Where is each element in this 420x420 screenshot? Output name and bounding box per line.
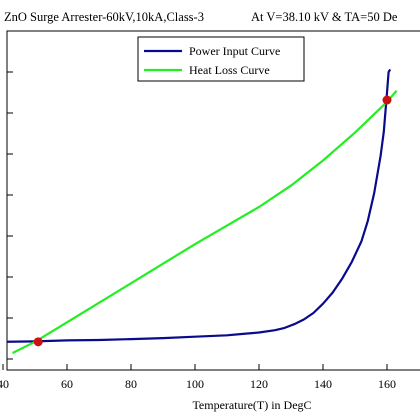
- x-axis-label: Temperature(T) in DegC: [192, 398, 311, 412]
- power-input-curve: [7, 68, 392, 343]
- intersection-point: [33, 337, 43, 347]
- series-layer: [7, 68, 398, 354]
- legend-box: [137, 36, 305, 82]
- x-tick-label: 160: [378, 377, 396, 391]
- x-tick-label: 40: [0, 377, 9, 391]
- y-axis-ticks: [7, 30, 13, 360]
- x-tick-label: 60: [61, 377, 73, 391]
- legend: Power Input Curve Heat Loss Curve: [137, 36, 305, 82]
- plot-frame: [6, 30, 420, 371]
- chart-subtitle: At V=38.10 kV & TA=50 De: [251, 10, 398, 24]
- heat-loss-curve: [12, 89, 398, 354]
- x-axis-ticks: 40 60 80 100 120 140 160: [0, 364, 396, 391]
- x-tick-label: 80: [125, 377, 137, 391]
- x-tick-label: 100: [186, 377, 204, 391]
- x-tick-label: 120: [250, 377, 268, 391]
- intersection-point: [382, 95, 392, 105]
- legend-label-power-input: Power Input Curve: [189, 44, 280, 58]
- chart-title: ZnO Surge Arrester-60kV,10kA,Class-3: [4, 10, 204, 24]
- intersection-points: [33, 95, 392, 347]
- legend-label-heat-loss: Heat Loss Curve: [189, 63, 270, 77]
- x-tick-label: 140: [314, 377, 332, 391]
